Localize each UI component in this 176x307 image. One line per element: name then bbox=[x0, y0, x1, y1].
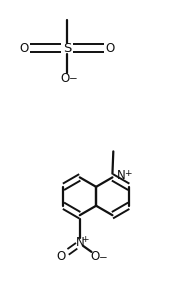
Text: +: + bbox=[81, 235, 88, 244]
Text: O: O bbox=[91, 250, 100, 263]
Text: O: O bbox=[57, 250, 66, 263]
Text: N: N bbox=[117, 169, 125, 182]
Text: O: O bbox=[60, 72, 70, 85]
Text: O: O bbox=[106, 41, 115, 55]
Text: −: − bbox=[99, 253, 107, 263]
Text: O: O bbox=[19, 41, 28, 55]
Text: −: − bbox=[69, 74, 78, 84]
Text: S: S bbox=[63, 41, 71, 55]
Text: N: N bbox=[75, 236, 84, 249]
Text: +: + bbox=[124, 169, 132, 178]
